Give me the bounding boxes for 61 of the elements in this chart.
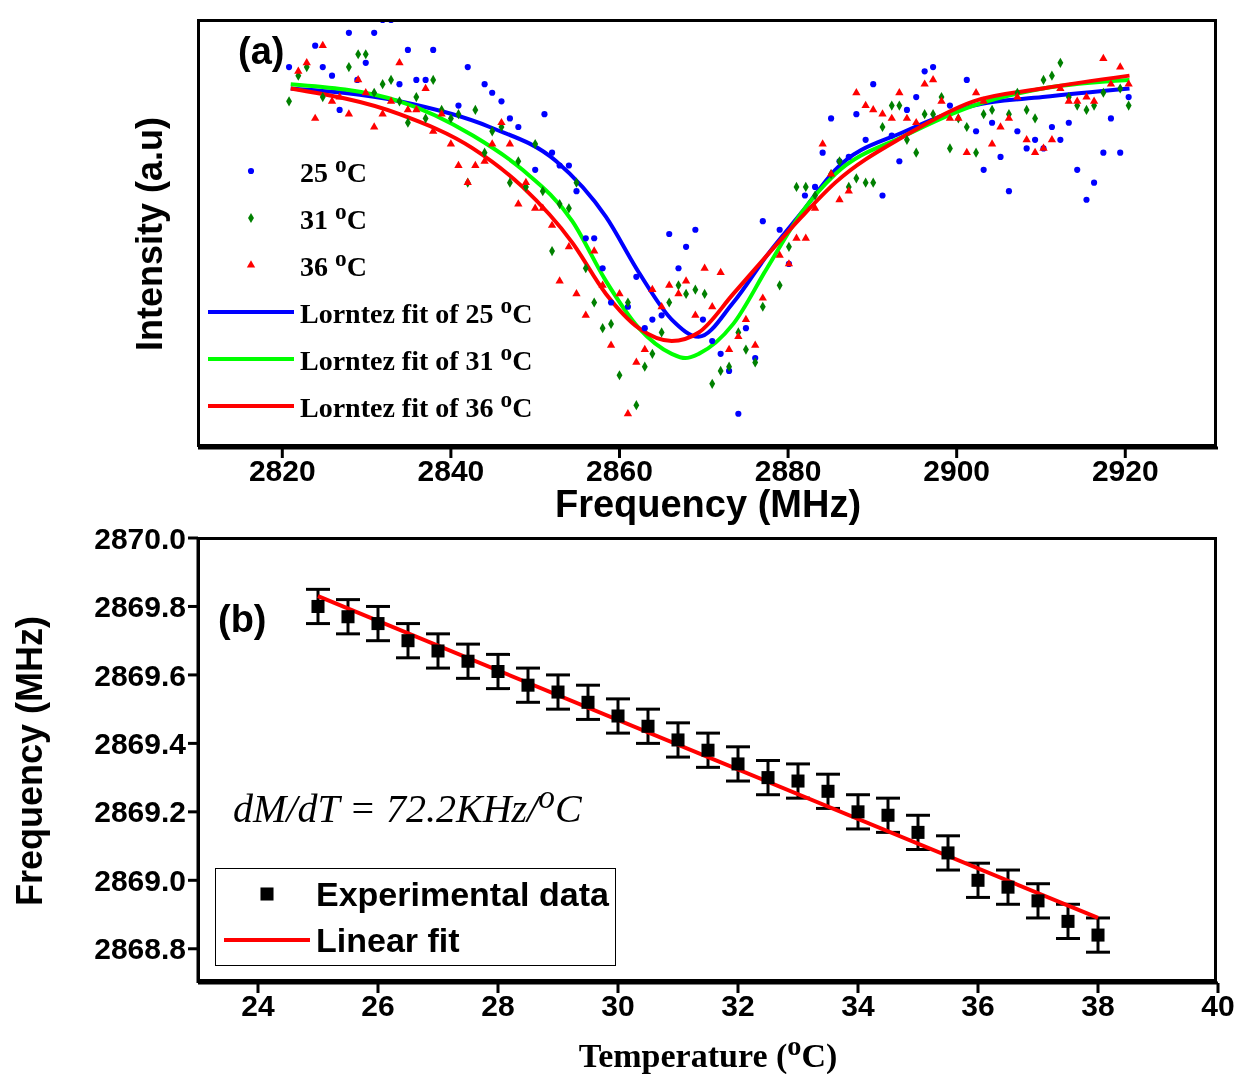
- point: [641, 719, 655, 733]
- point: [1001, 880, 1015, 894]
- x-tick-label: 32: [721, 989, 755, 1023]
- x-tick-label: 24: [241, 989, 275, 1023]
- x-tick-label: 2920: [1091, 454, 1159, 488]
- point: [791, 774, 805, 788]
- point: [611, 709, 625, 723]
- x-tick-label: 2840: [417, 454, 485, 488]
- point: [311, 599, 325, 613]
- legend-label: Lorntez fit of 31 $^{o}$C: [300, 339, 533, 378]
- point: [851, 805, 865, 819]
- y-tick-label: 2869.8: [94, 590, 186, 624]
- legend-label: Linear fit: [316, 920, 460, 960]
- point: [491, 664, 505, 679]
- legend-label: 36 $^{o}$C: [300, 245, 367, 284]
- x-tick-label: 2900: [923, 454, 991, 488]
- x-axis-title: Temperature ($^{o}$C): [577, 1029, 839, 1074]
- legend-label: 25 $^{o}$C: [300, 151, 367, 190]
- annotation: dM/dT = 72.2KHz/$^{o}$C: [233, 778, 582, 833]
- x-tick-label: 28: [481, 989, 515, 1023]
- point: [941, 846, 955, 860]
- x-tick-label: 40: [1201, 989, 1235, 1023]
- point: [671, 733, 685, 747]
- annotation: (b): [218, 598, 267, 641]
- legend-label: 31 $^{o}$C: [300, 198, 367, 237]
- y-axis-title: Intensity (a.u): [129, 116, 171, 352]
- point: [911, 825, 925, 839]
- point: [341, 610, 355, 624]
- point: [371, 617, 385, 631]
- point: [521, 678, 535, 692]
- point: [731, 757, 745, 771]
- point: [551, 685, 565, 699]
- legend-label: Experimental data: [316, 874, 609, 914]
- point: [401, 634, 415, 648]
- point: [581, 695, 595, 709]
- point: [881, 808, 895, 822]
- annotation: (a): [238, 30, 285, 73]
- point: [971, 873, 985, 887]
- point: [821, 784, 835, 798]
- point: [431, 644, 445, 658]
- y-tick-label: 2869.2: [94, 795, 186, 829]
- point: [701, 743, 715, 757]
- x-tick-label: 2820: [248, 454, 316, 488]
- point: [461, 654, 475, 668]
- point: [1091, 928, 1105, 942]
- x-tick-label: 34: [841, 989, 875, 1023]
- x-tick-label: 26: [361, 989, 395, 1023]
- y-tick-label: 2869.4: [94, 727, 187, 761]
- legend-label: Lorntez fit of 25 $^{o}$C: [300, 292, 533, 331]
- x-tick-label: 30: [601, 989, 635, 1023]
- y-axis-title: Frequency (MHz): [9, 615, 51, 906]
- x-tick-label: 36: [961, 989, 995, 1023]
- y-tick-label: 2868.8: [94, 932, 186, 966]
- point: [1061, 914, 1075, 928]
- y-tick-label: 2870.0: [94, 521, 186, 555]
- legend-label: Lorntez fit of 36 $^{o}$C: [300, 386, 533, 425]
- y-tick-label: 2869.6: [94, 658, 186, 692]
- x-tick-label: 38: [1081, 989, 1115, 1023]
- point: [761, 771, 775, 785]
- point: [1031, 894, 1045, 908]
- y-tick-label: 2869.0: [94, 863, 186, 897]
